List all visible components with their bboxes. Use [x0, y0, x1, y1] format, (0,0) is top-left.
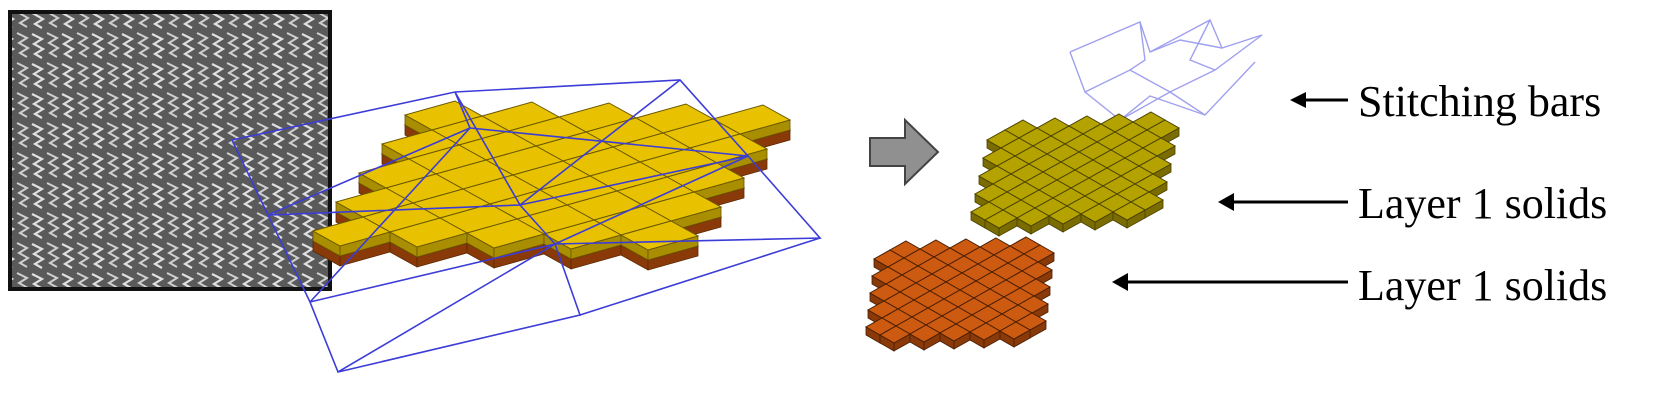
- top-layer-small-tile: [1079, 203, 1115, 231]
- stitched-solid-mesh: [231, 79, 822, 374]
- bottom-layer-small-tile: [998, 321, 1032, 348]
- leader-arrows: [1112, 92, 1348, 291]
- layer-top-solids: [969, 111, 1181, 237]
- stitch-lines: [231, 79, 822, 374]
- top-layer-small-tile: [1111, 201, 1147, 229]
- top-layer-tile: [311, 216, 392, 257]
- top-layer-tile: [465, 218, 546, 259]
- label-stitching-bars: Stitching bars: [1358, 77, 1601, 126]
- bottom-layer-small-tile: [908, 324, 942, 351]
- label-layer-top: Layer 1 solids: [1358, 179, 1607, 228]
- top-layer-small-tile: [983, 209, 1019, 237]
- layer-bottom-solids: [864, 236, 1056, 352]
- stitching-bars-wireframe: [1069, 19, 1263, 121]
- block-arrow-right-icon: [869, 117, 940, 187]
- label-layer-bottom: Layer 1 solids: [1358, 261, 1607, 310]
- knit-fabric-photo: [8, 10, 332, 291]
- bottom-layer-small-tile: [938, 323, 972, 350]
